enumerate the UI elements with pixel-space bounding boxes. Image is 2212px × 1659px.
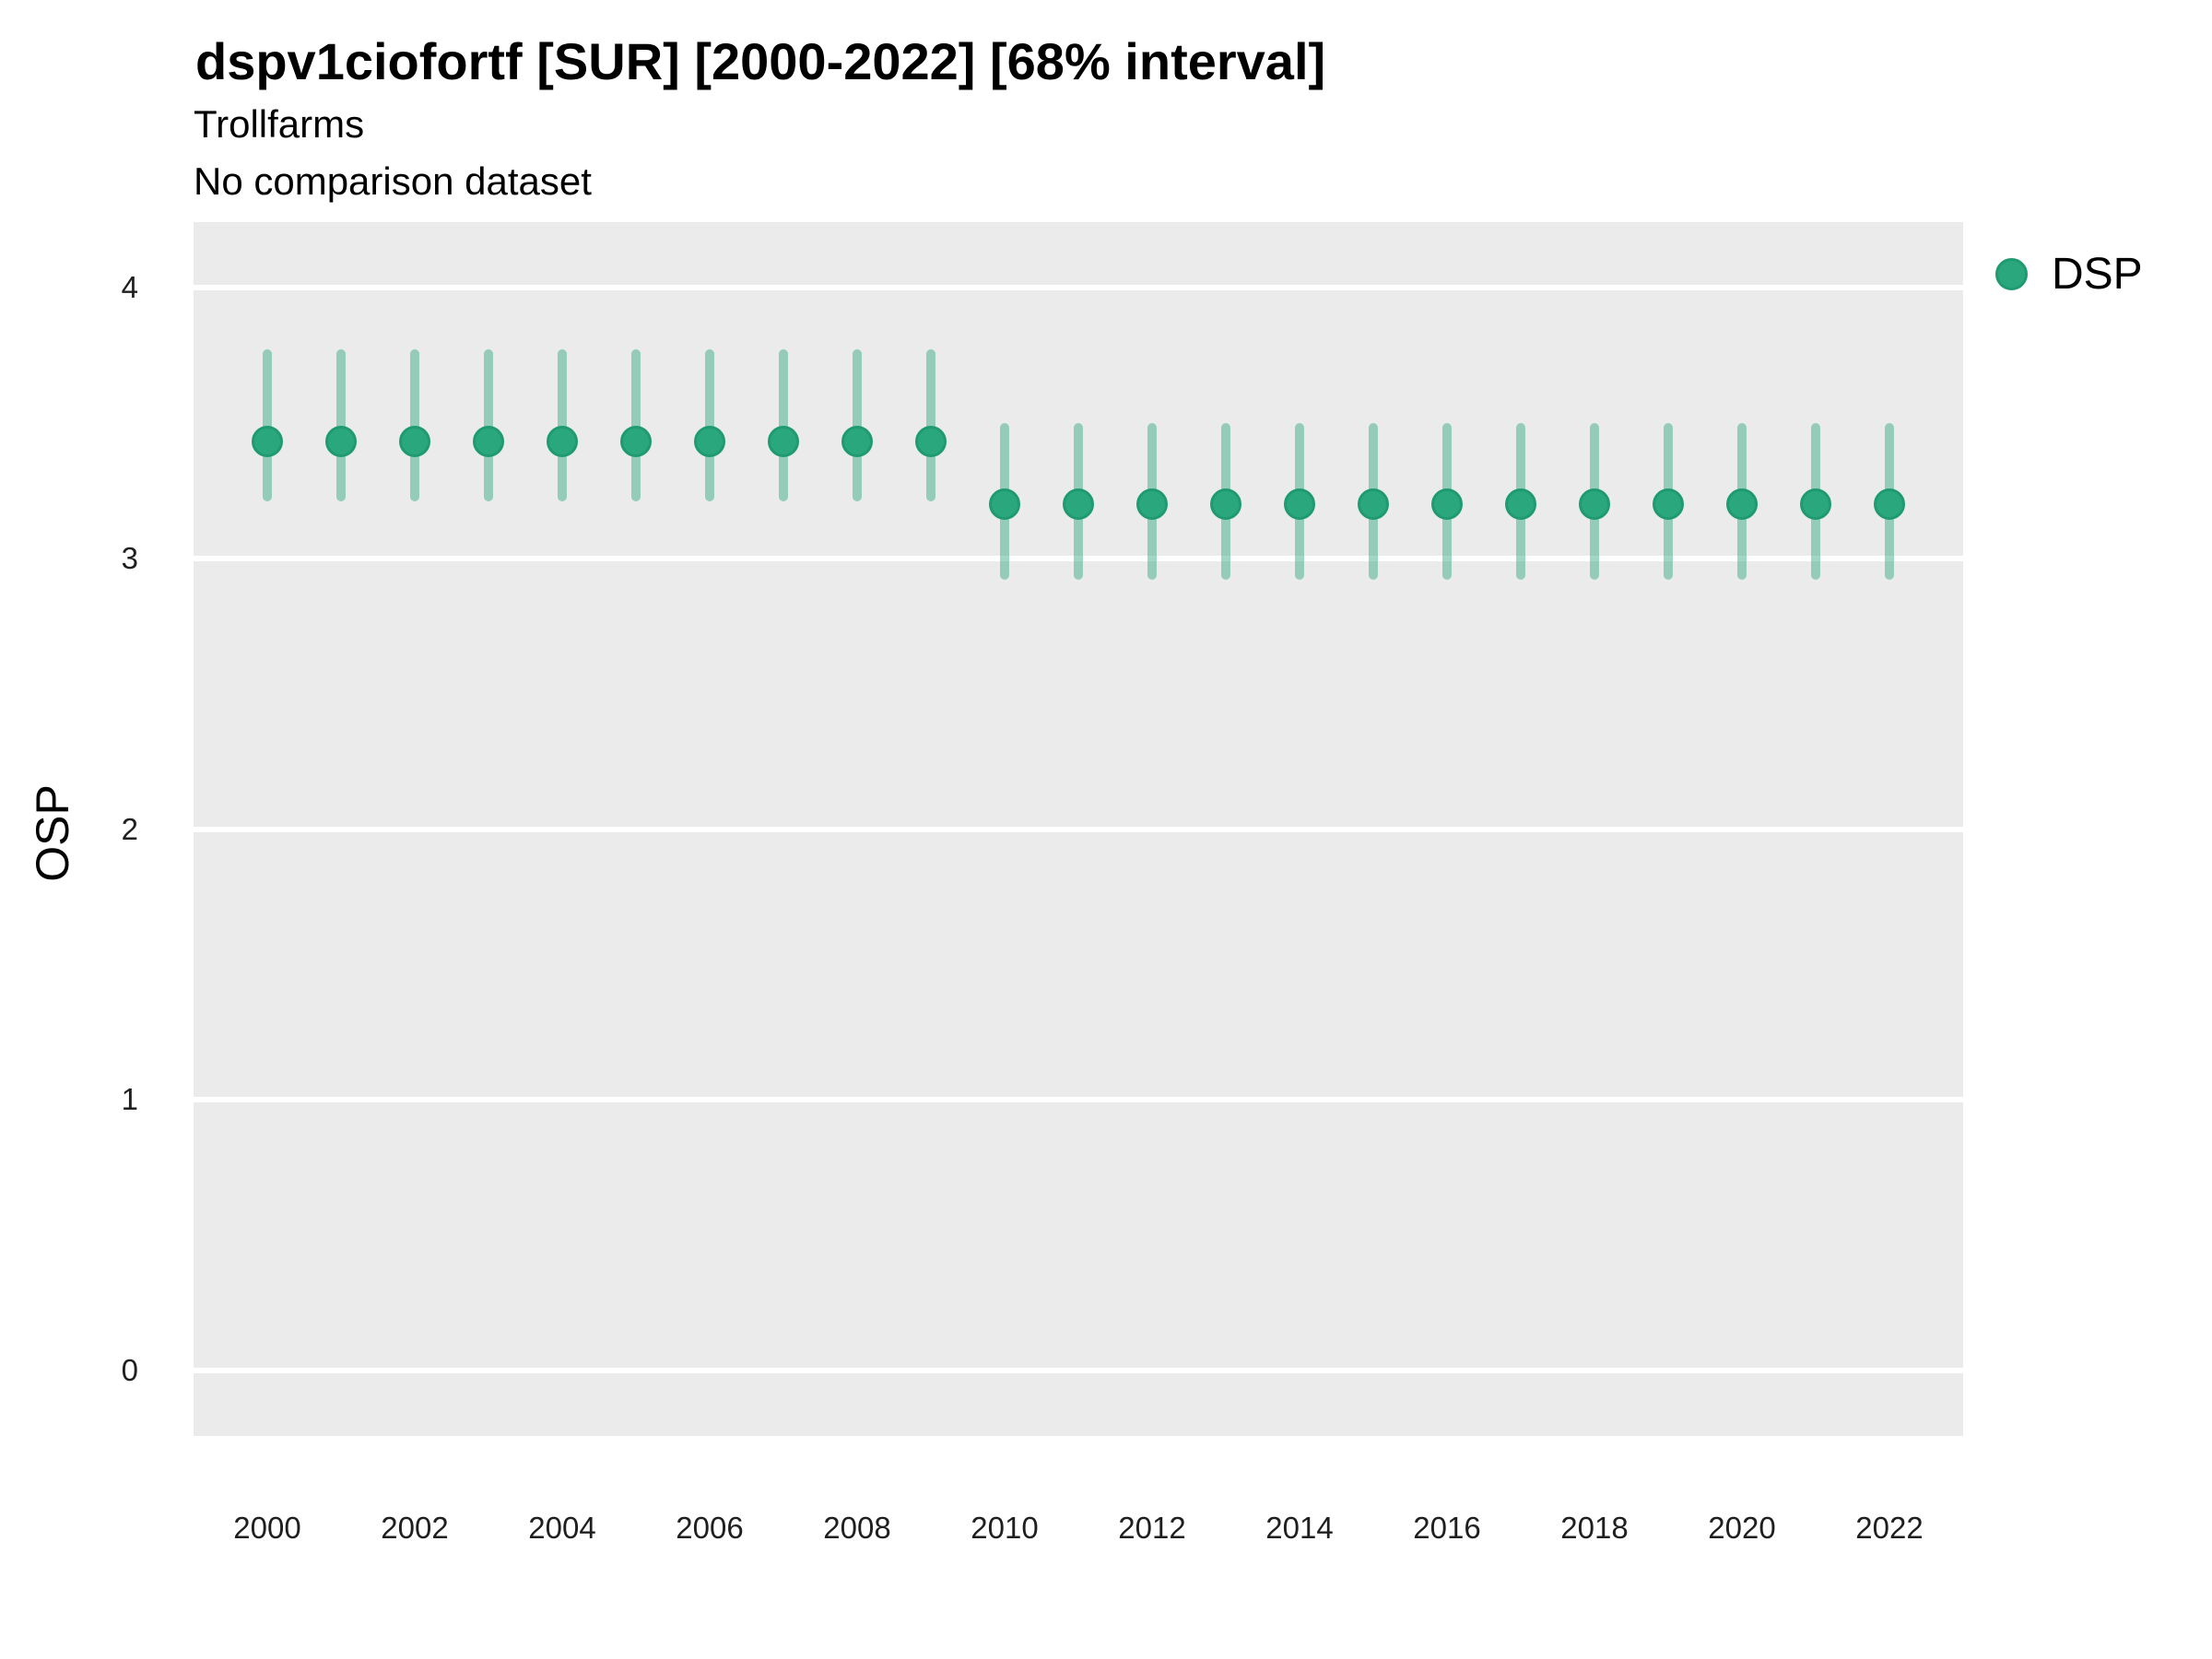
chart-comparison-note: No comparison dataset [194,159,592,203]
x-tick-label: 2010 [971,1511,1039,1545]
legend-point-marker-icon [1995,258,2028,290]
y-tick-label: 4 [121,269,138,304]
plot-panel [194,222,1963,1436]
interval-bar [631,349,641,501]
point-marker [1726,488,1758,520]
x-tick-label: 2000 [233,1511,301,1545]
chart-title: dspv1ciofortf [SUR] [2000-2022] [68% int… [195,32,1326,90]
major-gridline [194,555,1963,561]
interval-bar [263,349,272,501]
x-tick-label: 2008 [823,1511,891,1545]
x-tick-label: 2018 [1560,1511,1629,1545]
interval-bar [410,349,419,501]
x-tick-label: 2012 [1118,1511,1186,1545]
major-gridline [194,826,1963,832]
x-tick-label: 2002 [381,1511,449,1545]
interval-bar [705,349,714,501]
point-marker [768,426,799,458]
major-gridline [194,284,1963,290]
interval-bar [853,349,862,501]
point-marker [1063,488,1094,520]
major-gridline [194,1368,1963,1374]
point-marker [473,426,504,458]
point-marker [1358,488,1389,520]
interval-bar [779,349,788,501]
point-marker [1579,488,1610,520]
x-tick-label: 2004 [528,1511,596,1545]
point-marker [252,426,283,458]
point-marker [325,426,357,458]
point-marker [620,426,652,458]
interval-bar [484,349,493,501]
point-marker [694,426,725,458]
point-marker [1505,488,1536,520]
point-marker [1136,488,1168,520]
x-tick-label: 2014 [1265,1511,1334,1545]
point-marker [915,426,947,458]
legend-series-label: DSP [2052,250,2143,299]
interval-bar [336,349,346,501]
x-tick-label: 2016 [1413,1511,1481,1545]
point-marker [399,426,430,458]
chart-subtitle: Trollfarms [194,102,365,146]
interval-bar [558,349,567,501]
legend: DSP [1991,247,2212,302]
point-marker [1874,488,1905,520]
point-marker [1800,488,1831,520]
y-tick-label: 1 [121,1082,138,1117]
y-tick-label: 2 [121,811,138,846]
point-marker [1653,488,1684,520]
point-marker [547,426,578,458]
point-marker [1210,488,1241,520]
major-gridline [194,1097,1963,1103]
x-tick-label: 2022 [1855,1511,1924,1545]
point-marker [989,488,1020,520]
x-tick-label: 2006 [676,1511,744,1545]
point-marker [841,426,873,458]
x-tick-label: 2020 [1708,1511,1776,1545]
point-marker [1431,488,1463,520]
point-marker [1284,488,1315,520]
interval-bar [926,349,935,501]
y-tick-label: 3 [121,540,138,575]
y-tick-label: 0 [121,1353,138,1388]
